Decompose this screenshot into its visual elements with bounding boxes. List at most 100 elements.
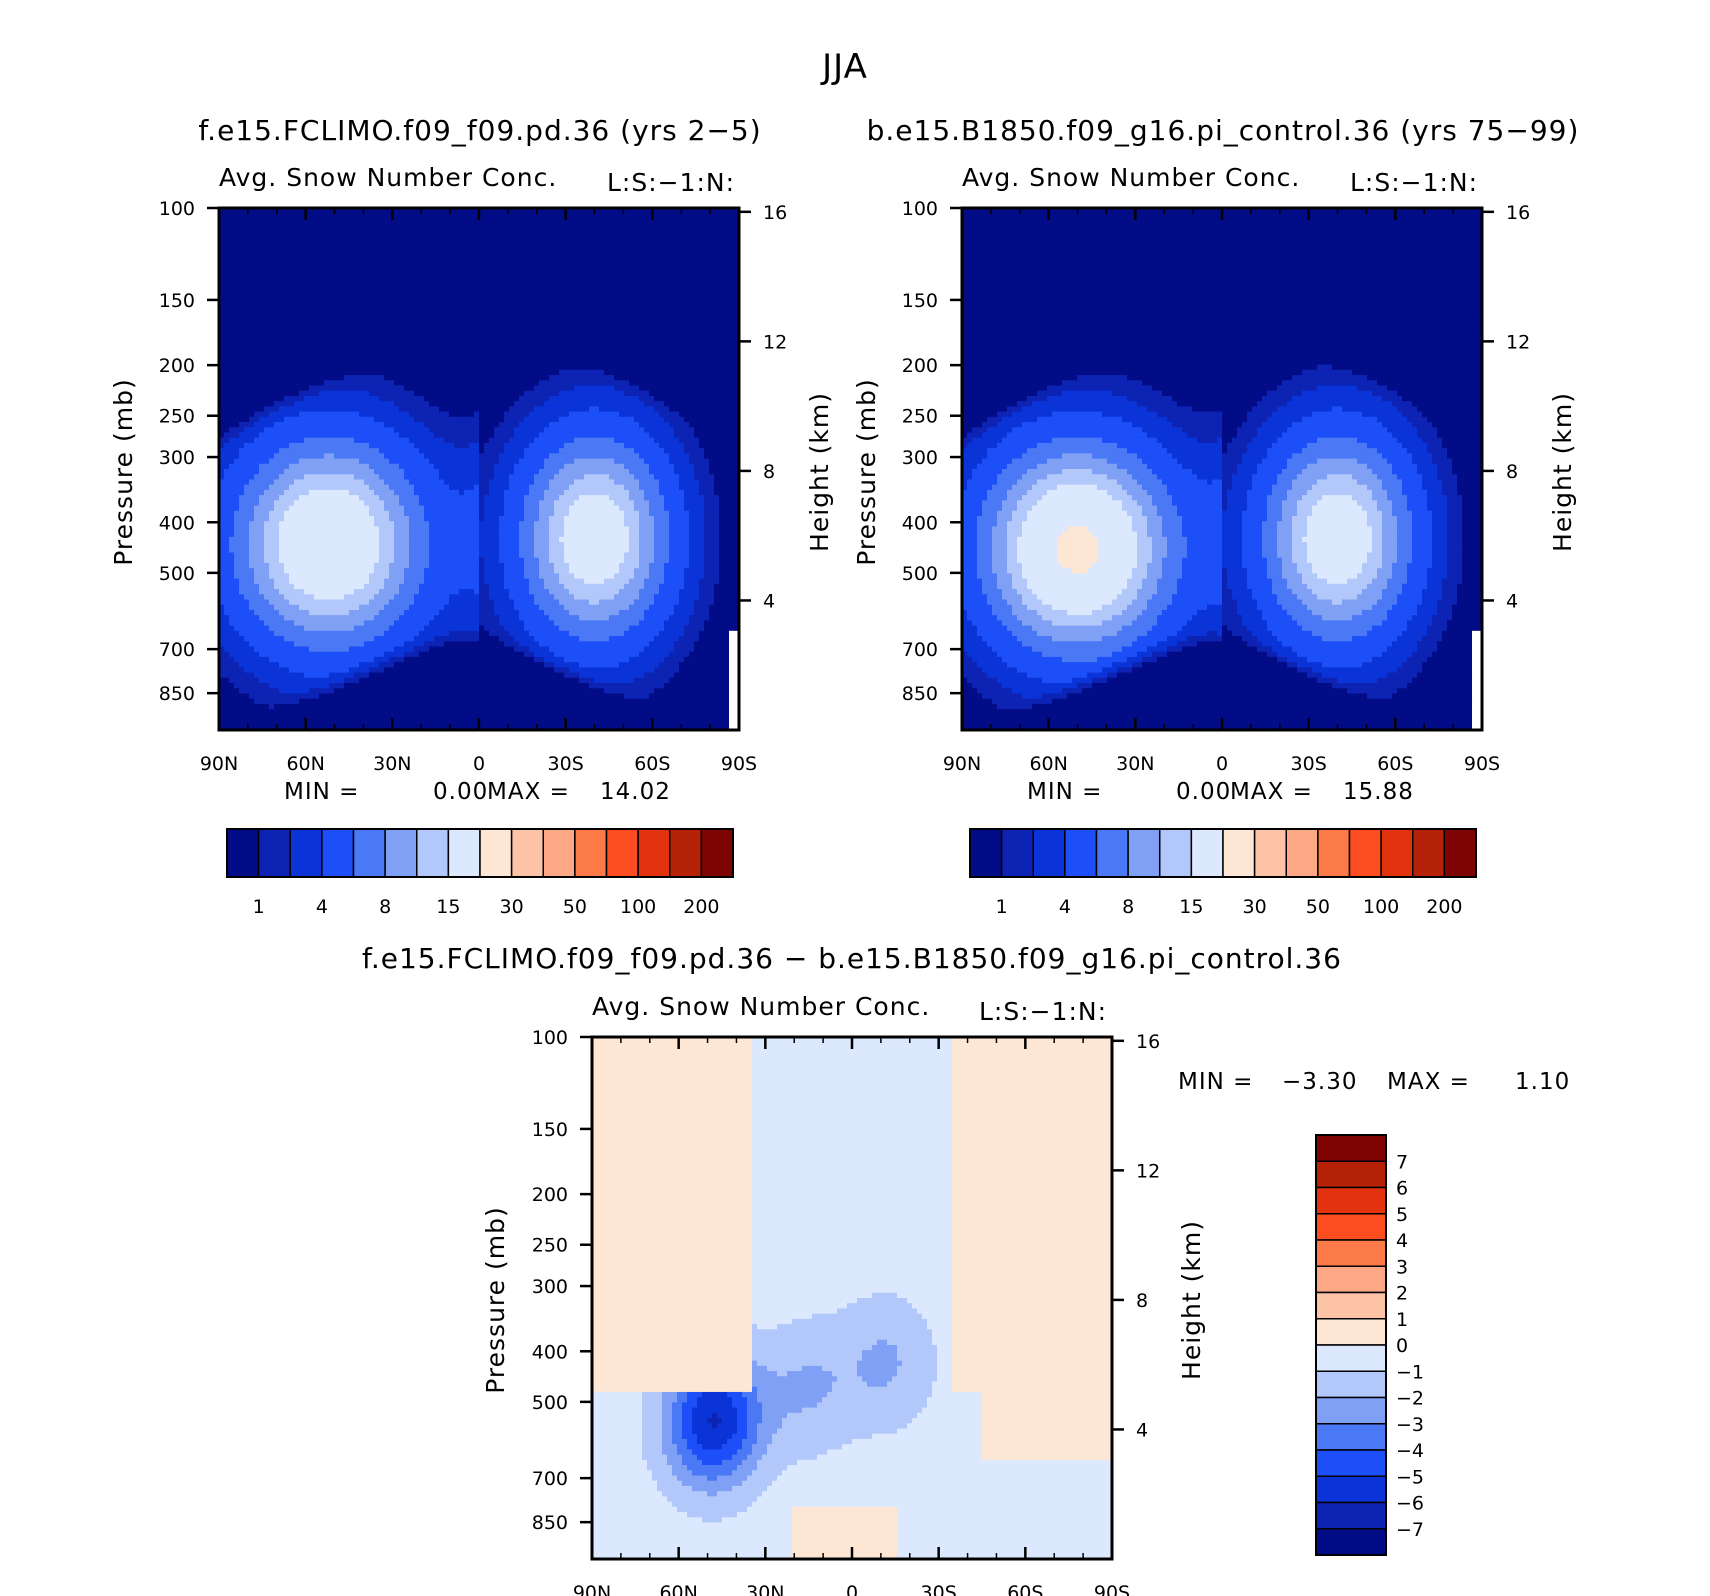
heatmap-cell bbox=[384, 500, 400, 507]
heatmap-cell bbox=[642, 1428, 663, 1435]
heatmap-cell bbox=[549, 479, 575, 486]
x-tick-label: 30N bbox=[1116, 753, 1154, 775]
heatmap-cell bbox=[704, 500, 720, 507]
heatmap-cell bbox=[747, 1412, 763, 1419]
heatmap-cell bbox=[1347, 578, 1373, 585]
heatmap-cell bbox=[1382, 589, 1403, 595]
heatmap-cell bbox=[484, 448, 505, 454]
heatmap-cell bbox=[234, 458, 270, 465]
heatmap-cell bbox=[1432, 515, 1448, 522]
colorbar-swatch bbox=[574, 828, 608, 878]
heatmap-cell bbox=[1422, 479, 1443, 486]
heatmap-cell bbox=[952, 1386, 1113, 1393]
heatmap-cell bbox=[1257, 599, 1278, 606]
heatmap-cell bbox=[1057, 552, 1098, 559]
heatmap-cell bbox=[1072, 677, 1093, 684]
heatmap-cell bbox=[962, 469, 973, 475]
heatmap-cell bbox=[624, 390, 650, 397]
heatmap-cell bbox=[379, 557, 395, 564]
heatmap-cell bbox=[1297, 474, 1328, 481]
heatmap-cell bbox=[1297, 667, 1313, 674]
heatmap-cell bbox=[772, 1438, 853, 1445]
heatmap-cell bbox=[1187, 636, 1223, 642]
heatmap-cell bbox=[629, 489, 645, 496]
heatmap-cell bbox=[334, 453, 385, 460]
heatmap-cell bbox=[1392, 463, 1418, 470]
heatmap-cell bbox=[499, 542, 520, 548]
heatmap-cell bbox=[982, 1449, 1113, 1456]
heatmap-cell bbox=[254, 609, 280, 616]
colorbar-swatch bbox=[1412, 828, 1446, 878]
heatmap-cell bbox=[554, 651, 640, 658]
heatmap-cell bbox=[1252, 630, 1273, 637]
heatmap-cell bbox=[1322, 495, 1353, 501]
heatmap-cell bbox=[1372, 526, 1383, 533]
heatmap-cell bbox=[707, 1491, 718, 1497]
heatmap-cell bbox=[239, 500, 260, 507]
heatmap-cell bbox=[1292, 536, 1303, 543]
heatmap-cell bbox=[684, 583, 700, 590]
heatmap-cell bbox=[629, 578, 645, 585]
heatmap-cell bbox=[389, 515, 410, 522]
heatmap-cell bbox=[524, 500, 540, 507]
heatmap-cell bbox=[1422, 636, 1443, 642]
heatmap-cell bbox=[1002, 469, 1028, 475]
heatmap-cell bbox=[1397, 542, 1413, 548]
heatmap-cell bbox=[962, 270, 1483, 277]
heatmap-cell bbox=[1147, 531, 1163, 538]
heatmap-cell bbox=[219, 223, 740, 230]
heatmap-cell bbox=[1287, 489, 1308, 496]
heatmap-cell bbox=[1462, 526, 1483, 533]
heatmap-cell bbox=[1392, 693, 1473, 700]
heatmap-cell bbox=[717, 1491, 763, 1497]
heatmap-cell bbox=[479, 615, 500, 621]
heatmap-cell bbox=[1062, 656, 1098, 663]
heatmap-cell bbox=[254, 422, 275, 428]
heatmap-cell bbox=[219, 599, 250, 606]
heatmap-cell bbox=[539, 568, 555, 574]
heatmap-cell bbox=[219, 270, 740, 277]
heatmap-cell bbox=[219, 307, 740, 313]
heatmap-cell bbox=[1222, 469, 1238, 475]
heatmap-cell bbox=[1032, 484, 1058, 491]
colorbar-swatch bbox=[1315, 1344, 1387, 1372]
heatmap-cell bbox=[274, 578, 290, 585]
colorbar-label: −1 bbox=[1396, 1361, 1424, 1383]
heatmap-cell bbox=[1357, 500, 1378, 507]
heatmap-cells bbox=[219, 208, 740, 731]
heatmap-cell bbox=[1387, 672, 1418, 679]
heatmap-cell bbox=[592, 1177, 753, 1184]
heatmap-cell bbox=[1392, 432, 1418, 439]
heatmap-cell bbox=[674, 427, 695, 434]
max-value-3: 1.10 bbox=[1515, 1069, 1570, 1095]
heatmap-cell bbox=[1152, 552, 1168, 559]
heatmap-cell bbox=[484, 500, 505, 507]
heatmap-cell bbox=[429, 562, 480, 569]
heatmap-cell bbox=[219, 641, 250, 648]
heatmap-cell bbox=[504, 505, 525, 512]
heatmap-cell bbox=[369, 578, 385, 585]
heatmap-cell bbox=[1267, 557, 1283, 564]
heatmap-cell bbox=[682, 1412, 693, 1419]
heatmap-cell bbox=[1097, 547, 1138, 554]
x-tick-label: 30N bbox=[746, 1582, 784, 1596]
heatmap-cell bbox=[689, 562, 705, 569]
heatmap-cell bbox=[1097, 552, 1138, 559]
heatmap-cell bbox=[1402, 583, 1428, 590]
heatmap-cell bbox=[699, 578, 720, 585]
heatmap-cell bbox=[792, 1527, 898, 1534]
heatmap-cell bbox=[997, 442, 1038, 449]
heatmap-cell bbox=[1152, 469, 1193, 475]
heatmap-cell bbox=[1262, 641, 1283, 648]
heatmap-cell bbox=[1267, 453, 1293, 460]
heatmap-cell bbox=[474, 484, 480, 491]
heatmap-cell bbox=[689, 615, 710, 621]
heatmap-cell bbox=[374, 562, 390, 569]
heatmap-cell bbox=[229, 677, 260, 684]
heatmap-cell bbox=[349, 489, 375, 496]
heatmap-cell bbox=[1162, 568, 1183, 574]
heatmap-cell bbox=[962, 724, 1473, 731]
heatmap-cell bbox=[664, 578, 685, 585]
heatmap-cell bbox=[1447, 568, 1463, 574]
heatmap-cell bbox=[219, 427, 230, 434]
